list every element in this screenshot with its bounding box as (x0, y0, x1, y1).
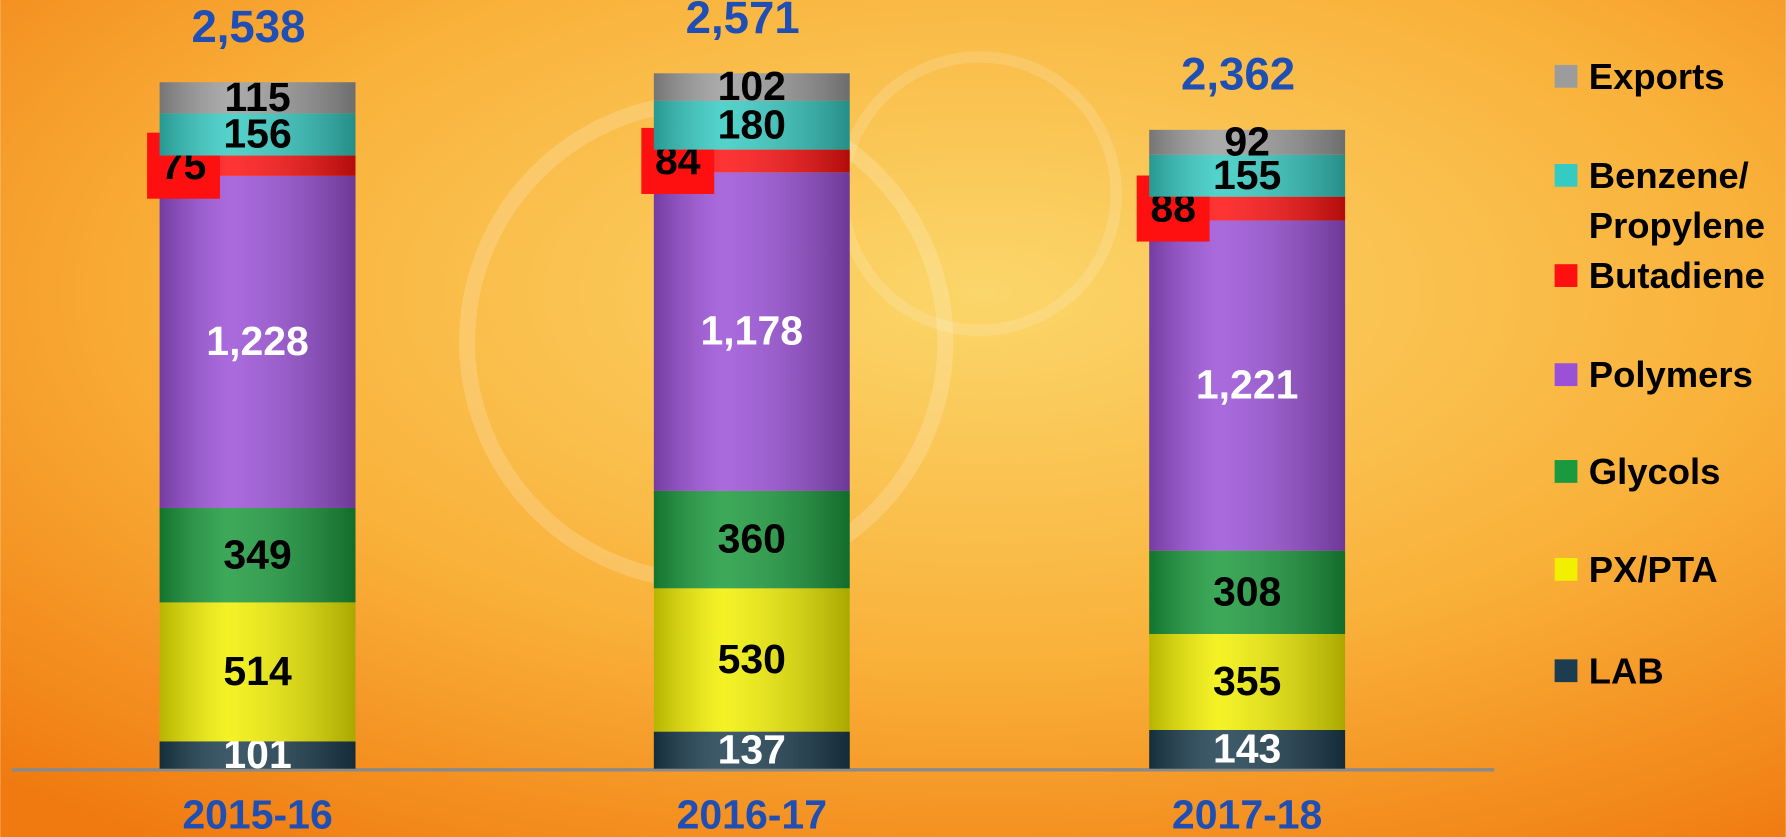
legend-swatch (1554, 264, 1578, 287)
x-tick-label: 2016-17 (677, 791, 827, 837)
total-label: 2,362 (1181, 48, 1295, 99)
legend-label: Benzene/ Propylene (1588, 154, 1765, 246)
legend-label: Butadiene (1588, 255, 1765, 297)
data-label: 1,228 (206, 318, 309, 364)
data-label: 137 (718, 726, 786, 772)
data-label: 1,221 (1196, 362, 1299, 408)
legend-item: LAB (1549, 646, 1782, 696)
data-label: 92 (1224, 118, 1270, 164)
total-label: 2,538 (191, 1, 305, 52)
legend-item: Benzene/ Propylene (1549, 150, 1782, 250)
data-label: 155 (1213, 152, 1281, 198)
legend-swatch (1554, 363, 1578, 387)
data-label: 1,178 (701, 308, 804, 354)
legend-item: Glycols (1549, 446, 1782, 496)
x-tick-label: 2015-16 (182, 791, 332, 837)
legend-label: Exports (1588, 55, 1725, 97)
legend-swatch (1554, 163, 1578, 187)
legend-label: LAB (1588, 650, 1664, 692)
legend-item: PX/PTA (1549, 544, 1782, 594)
total-label: 2,571 (686, 0, 800, 43)
data-label: 180 (718, 101, 786, 147)
legend-swatch (1554, 558, 1578, 581)
data-label: 530 (718, 636, 786, 682)
data-label: 156 (223, 111, 291, 157)
data-label: 115 (225, 74, 291, 120)
data-label: 102 (718, 63, 786, 109)
data-label: 360 (718, 516, 786, 562)
data-label: 514 (223, 648, 292, 694)
data-label: 308 (1213, 568, 1281, 614)
legend-label: PX/PTA (1588, 548, 1718, 590)
legend-label: Polymers (1588, 354, 1753, 396)
legend-item: Exports (1549, 51, 1782, 101)
legend-swatch (1554, 64, 1578, 88)
data-label: 143 (1213, 725, 1281, 771)
x-tick-label: 2017-18 (1172, 791, 1322, 837)
legend-swatch (1554, 659, 1578, 683)
data-label: 349 (223, 531, 291, 577)
legend-item: Polymers (1549, 350, 1782, 400)
legend-item: Butadiene (1549, 251, 1782, 301)
legend: Exports Benzene/ Propylene Butadiene Polyme… (1549, 51, 1782, 696)
data-label: 355 (1213, 658, 1281, 704)
legend-label: Glycols (1588, 450, 1721, 492)
legend-swatch (1554, 460, 1578, 483)
